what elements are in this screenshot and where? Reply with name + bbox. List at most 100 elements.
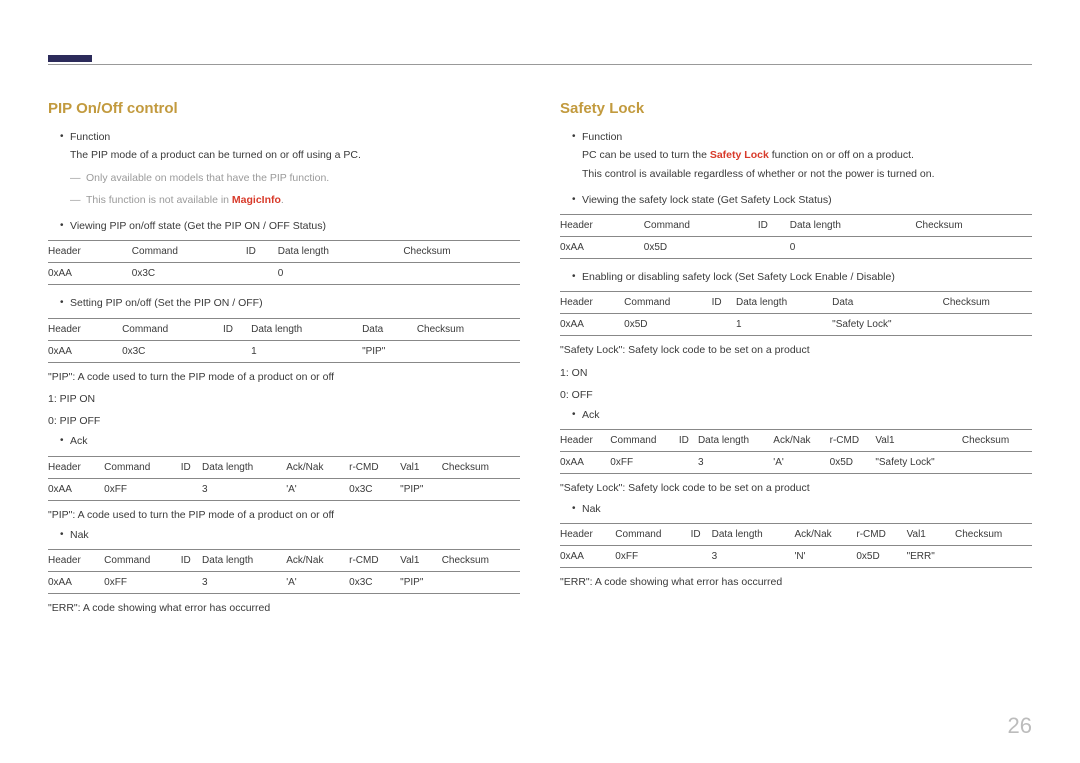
note2-pre: This function is not available in (86, 194, 232, 206)
td (181, 572, 202, 594)
td: 0x5D (830, 452, 876, 474)
function-desc-post: function on or off on a product. (769, 149, 914, 161)
td: "PIP" (362, 340, 417, 362)
th: ID (691, 523, 712, 545)
td: 'A' (773, 452, 829, 474)
code-desc2: "Safety Lock": Safety lock code to be se… (560, 480, 1032, 496)
th: Data length (202, 456, 286, 478)
note2-word: MagicInfo (232, 194, 281, 206)
th: Header (48, 550, 104, 572)
td: 0xAA (48, 572, 104, 594)
table-safety-set: Header Command ID Data length Data Check… (560, 291, 1032, 336)
td: 3 (202, 478, 286, 500)
table-safety-ack: Header Command ID Data length Ack/Nak r-… (560, 429, 1032, 474)
bullet-dot-icon: • (572, 192, 582, 208)
top-rule (48, 64, 1032, 65)
th: Header (48, 318, 122, 340)
td: 1 (736, 314, 832, 336)
th: ID (758, 215, 790, 237)
th: Command (132, 241, 246, 263)
th: Command (624, 292, 711, 314)
section-title-safety: Safety Lock (560, 100, 1032, 117)
th: Checksum (955, 523, 1032, 545)
code-desc: "Safety Lock": Safety lock code to be se… (560, 342, 1032, 358)
th: Command (104, 550, 181, 572)
bullet-ack: • Ack (60, 433, 520, 449)
section-title-pip: PIP On/Off control (48, 100, 520, 117)
td: "PIP" (400, 572, 442, 594)
table-row: 0xAA 0xFF 3 'A' 0x3C "PIP" (48, 478, 520, 500)
th: r-CMD (830, 430, 876, 452)
view-label: Viewing PIP on/off state (Get the PIP ON… (70, 218, 520, 234)
td: 0xAA (560, 237, 644, 259)
th: Ack/Nak (286, 550, 349, 572)
table-row: 0xAA 0x3C 1 "PIP" (48, 340, 520, 362)
bullet-function: • Function PC can be used to turn the Sa… (572, 129, 1032, 182)
th: Data length (790, 215, 916, 237)
table-row: 0xAA 0xFF 3 'N' 0x5D "ERR" (560, 545, 1032, 567)
th: Data (362, 318, 417, 340)
th: Data (832, 292, 942, 314)
function-desc2: This control is available regardless of … (582, 166, 1032, 182)
td: 0xFF (104, 572, 181, 594)
td (403, 263, 520, 285)
td: 'A' (286, 572, 349, 594)
td: 0xAA (560, 314, 624, 336)
code-desc2: "PIP": A code used to turn the PIP mode … (48, 507, 520, 523)
td (181, 478, 202, 500)
accent-bar (48, 55, 92, 62)
td (955, 545, 1032, 567)
bullet-set: • Setting PIP on/off (Set the PIP ON / O… (60, 295, 520, 311)
function-desc-pre: PC can be used to turn the (582, 149, 710, 161)
code-on: 1: ON (560, 365, 1032, 381)
th: Checksum (403, 241, 520, 263)
table-row: 0xAA 0x3C 0 (48, 263, 520, 285)
td (712, 314, 736, 336)
td: 'N' (794, 545, 856, 567)
th: Checksum (417, 318, 520, 340)
nak-label: Nak (582, 501, 1032, 517)
th: Checksum (442, 456, 520, 478)
bullet-dot-icon: • (60, 129, 70, 145)
th: Data length (251, 318, 362, 340)
note2-post: . (281, 194, 284, 206)
bullet-ack: • Ack (572, 407, 1032, 423)
table-pip-ack: Header Command ID Data length Ack/Nak r-… (48, 456, 520, 501)
th: Ack/Nak (794, 523, 856, 545)
th: ID (181, 550, 202, 572)
th: Checksum (943, 292, 1032, 314)
bullet-dot-icon: • (572, 501, 582, 517)
td (417, 340, 520, 362)
th: Header (48, 456, 104, 478)
table-row: 0xAA 0x5D 0 (560, 237, 1032, 259)
td: 0xFF (610, 452, 679, 474)
table-pip-set: Header Command ID Data length Data Check… (48, 318, 520, 363)
ack-label: Ack (70, 433, 520, 449)
code-desc: "PIP": A code used to turn the PIP mode … (48, 369, 520, 385)
page-number: 26 (1008, 713, 1032, 739)
bullet-body: Function The PIP mode of a product can b… (70, 129, 520, 164)
th: ID (223, 318, 251, 340)
td (943, 314, 1032, 336)
td (679, 452, 698, 474)
table-pip-view: Header Command ID Data length Checksum 0… (48, 240, 520, 285)
note1: Only available on models that have the P… (86, 170, 329, 186)
page-root: PIP On/Off control • Function The PIP mo… (0, 0, 1080, 763)
err-desc: "ERR": A code showing what error has occ… (48, 600, 520, 616)
td: 0xAA (48, 263, 132, 285)
table-row: 0xAA 0xFF 3 'A' 0x3C "PIP" (48, 572, 520, 594)
th: Header (48, 241, 132, 263)
left-column: PIP On/Off control • Function The PIP mo… (48, 100, 520, 616)
td: 3 (712, 545, 795, 567)
th: Data length (278, 241, 404, 263)
bullet-dot-icon: • (572, 129, 582, 145)
ack-label: Ack (582, 407, 1032, 423)
th: r-CMD (856, 523, 906, 545)
view-label: Viewing the safety lock state (Get Safet… (582, 192, 1032, 208)
th: Val1 (400, 456, 442, 478)
td: "PIP" (400, 478, 442, 500)
bullet-body: Function PC can be used to turn the Safe… (582, 129, 1032, 182)
function-label: Function (70, 129, 520, 145)
td (691, 545, 712, 567)
td (442, 572, 520, 594)
